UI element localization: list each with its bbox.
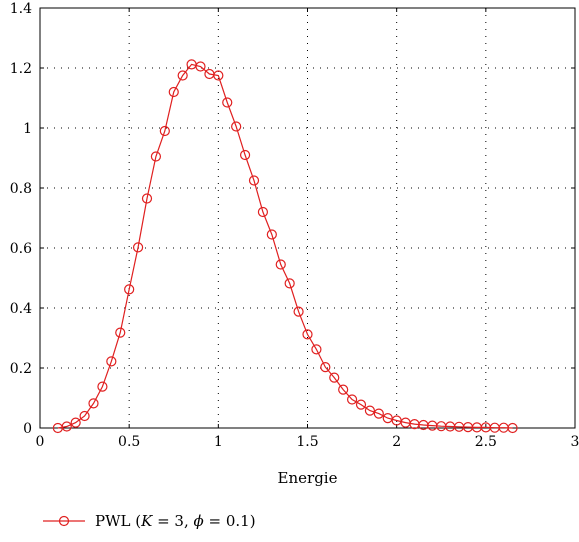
data-point xyxy=(346,394,358,405)
x-tick-label: 1.5 xyxy=(296,434,318,450)
y-tick-label: 0.2 xyxy=(10,361,32,377)
data-point xyxy=(355,399,367,410)
x-tick-label: 0.5 xyxy=(118,434,140,450)
x-tick-label: 2.5 xyxy=(475,434,497,450)
data-point xyxy=(364,405,376,416)
data-point xyxy=(373,408,384,419)
axis-ticks xyxy=(39,7,576,429)
series-pwl xyxy=(52,59,518,434)
data-point xyxy=(177,70,188,81)
x-tick-labels: 0 0.5 1 1.5 2 2.5 3 xyxy=(36,434,579,450)
data-point xyxy=(507,422,518,434)
data-point xyxy=(302,329,313,340)
legend-text-part: = 0.1) xyxy=(204,512,256,530)
data-point xyxy=(132,242,144,253)
data-point xyxy=(115,327,126,338)
x-tick-label: 3 xyxy=(571,434,579,450)
grid xyxy=(40,8,575,428)
x-tick-label: 0 xyxy=(36,434,45,450)
data-point xyxy=(257,206,269,218)
data-point xyxy=(284,278,295,289)
data-point xyxy=(239,149,251,161)
series-line xyxy=(57,63,513,429)
y-tick-label: 0 xyxy=(23,421,32,437)
data-point xyxy=(231,121,242,132)
legend-text-part: = 3, xyxy=(152,512,193,530)
x-tick-label: 1 xyxy=(214,434,223,450)
data-point xyxy=(79,410,90,422)
data-point xyxy=(275,259,286,270)
data-point xyxy=(150,151,162,162)
data-point xyxy=(124,284,135,295)
y-tick-label: 1.2 xyxy=(10,61,32,77)
y-tick-label: 1.4 xyxy=(10,1,32,17)
x-axis-title: Energie xyxy=(278,469,338,487)
y-tick-labels: 0 0.2 0.4 0.6 0.8 1 1.2 1.4 xyxy=(10,1,32,437)
legend-text-part: PWL ( xyxy=(95,512,141,530)
data-point xyxy=(141,193,153,204)
data-point xyxy=(248,175,260,186)
y-tick-label: 0.4 xyxy=(10,301,32,317)
data-point xyxy=(311,344,322,355)
data-point xyxy=(168,86,179,98)
legend-text-part: ϕ xyxy=(194,512,204,530)
data-point xyxy=(213,70,224,81)
data-point xyxy=(338,384,349,395)
data-point xyxy=(293,306,304,317)
data-point xyxy=(61,421,72,432)
data-point xyxy=(97,381,108,392)
legend-entry-label: PWL (K = 3, ϕ = 0.1) xyxy=(95,512,256,530)
y-tick-label: 1 xyxy=(23,121,32,137)
legend-marker-swatch xyxy=(58,515,70,527)
data-point xyxy=(320,362,331,373)
data-point xyxy=(222,97,233,108)
data-point xyxy=(329,372,340,383)
data-point xyxy=(266,229,277,240)
legend-text-part: K xyxy=(140,512,153,530)
y-tick-label: 0.8 xyxy=(10,181,32,197)
x-tick-label: 2 xyxy=(392,434,401,450)
y-tick-label: 0.6 xyxy=(10,241,32,257)
data-point xyxy=(70,417,81,428)
legend: PWL (K = 3, ϕ = 0.1) xyxy=(43,512,256,530)
data-point xyxy=(106,356,117,367)
data-point xyxy=(195,61,206,72)
data-point xyxy=(88,398,99,409)
data-point xyxy=(159,125,170,137)
